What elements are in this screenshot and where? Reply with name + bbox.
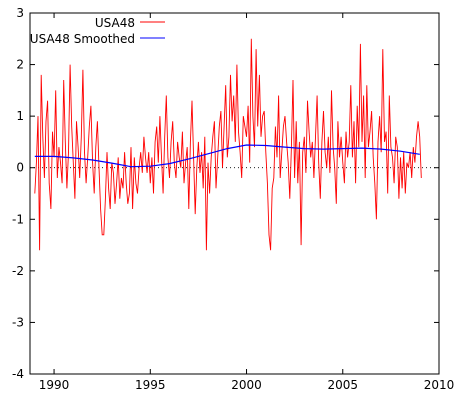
- y-tick-label: -1: [12, 212, 24, 226]
- legend-label-usa48-smoothed: USA48 Smoothed: [30, 32, 135, 46]
- y-axis: -4 -3 -2 -1 0 1 2 3: [12, 6, 439, 381]
- y-tick-label: -4: [12, 367, 24, 381]
- plot-frame: [29, 12, 440, 375]
- x-tick-label: 2000: [231, 378, 262, 392]
- series-usa48-line: [34, 38, 422, 251]
- y-tick-label: 2: [16, 58, 24, 72]
- x-tick-label: 2010: [424, 378, 455, 392]
- x-axis: 1990 1995 2000 2005 2010: [39, 13, 454, 392]
- legend: USA48 USA48 Smoothed: [30, 16, 165, 46]
- y-tick-label: 0: [16, 161, 24, 175]
- y-tick-label: 3: [16, 6, 24, 20]
- y-tick-label: -2: [12, 264, 24, 278]
- y-tick-label: 1: [16, 109, 24, 123]
- legend-label-usa48: USA48: [95, 16, 135, 30]
- series-usa48-smoothed-line: [34, 144, 420, 168]
- x-tick-label: 1995: [135, 378, 166, 392]
- y-tick-label: -3: [12, 315, 24, 329]
- x-tick-label: 2005: [327, 378, 358, 392]
- x-tick-label: 1990: [39, 378, 70, 392]
